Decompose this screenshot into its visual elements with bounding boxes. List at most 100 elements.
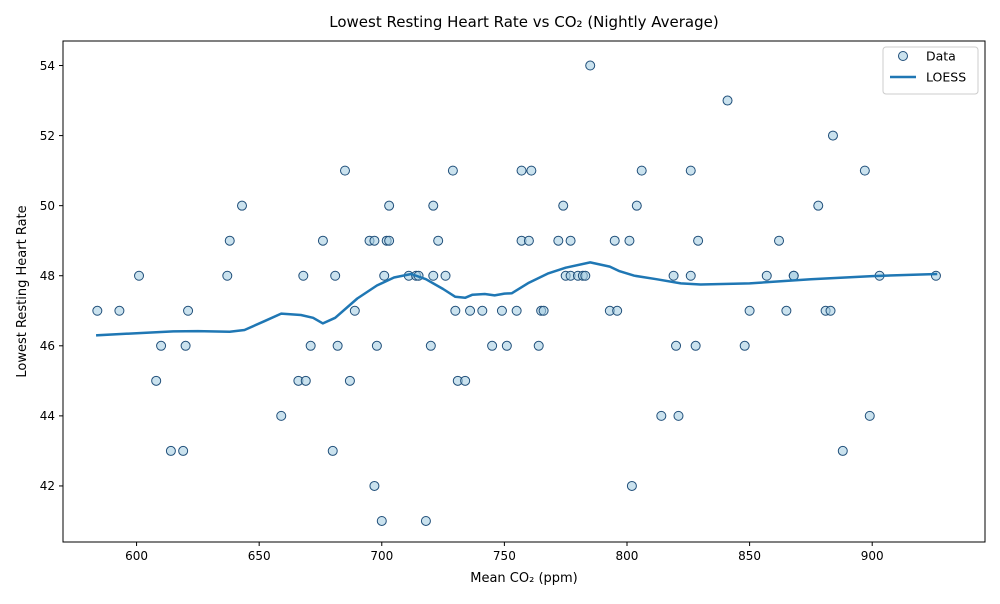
data-point: [420, 515, 431, 526]
data-point: [447, 165, 458, 176]
data-point: [612, 305, 623, 316]
data-point: [151, 375, 162, 386]
y-tick-label: 42: [40, 479, 55, 493]
y-axis: 42 44 46 48 50 52 54: [40, 59, 63, 493]
data-point: [788, 270, 799, 281]
legend-marker-data: [898, 51, 908, 61]
data-point: [330, 270, 341, 281]
data-point: [477, 305, 488, 316]
data-point: [349, 305, 360, 316]
y-axis-label: Lowest Resting Heart Rate: [15, 205, 30, 377]
data-point: [276, 410, 287, 421]
data-point: [744, 305, 755, 316]
data-point: [114, 305, 125, 316]
data-point: [837, 445, 848, 456]
data-point: [656, 410, 667, 421]
data-point: [460, 375, 471, 386]
data-point: [496, 305, 507, 316]
y-tick-label: 48: [40, 269, 55, 283]
legend: Data LOESS: [882, 46, 979, 95]
data-point: [722, 95, 733, 106]
data-point: [580, 270, 591, 281]
data-point: [224, 235, 235, 246]
data-point: [165, 445, 176, 456]
data-point: [671, 340, 682, 351]
data-point: [384, 200, 395, 211]
y-tick-label: 52: [40, 129, 55, 143]
data-point: [523, 235, 534, 246]
data-point: [379, 270, 390, 281]
data-point: [626, 480, 637, 491]
data-point: [183, 305, 194, 316]
data-point: [827, 130, 838, 141]
y-tick-label: 44: [40, 409, 55, 423]
data-point: [237, 200, 248, 211]
data-point: [761, 270, 772, 281]
data-point: [222, 270, 233, 281]
data-point: [511, 305, 522, 316]
chart-title: Lowest Resting Heart Rate vs CO₂ (Nightl…: [329, 13, 718, 31]
data-point: [930, 270, 941, 281]
data-point: [859, 165, 870, 176]
data-point: [440, 270, 451, 281]
data-point: [668, 270, 679, 281]
legend-label-data: Data: [926, 49, 956, 64]
y-tick-label: 50: [40, 199, 55, 213]
data-point: [538, 305, 549, 316]
data-point: [631, 200, 642, 211]
legend-label-loess: LOESS: [926, 70, 966, 85]
data-point: [501, 340, 512, 351]
data-point: [609, 235, 620, 246]
data-point: [300, 375, 311, 386]
data-point: [585, 60, 596, 71]
data-point: [553, 235, 564, 246]
data-point: [636, 165, 647, 176]
x-tick-label: 750: [493, 549, 516, 563]
data-point: [487, 340, 498, 351]
x-tick-label: 850: [738, 549, 761, 563]
data-point: [339, 165, 350, 176]
y-tick-label: 54: [40, 59, 55, 73]
data-point: [384, 235, 395, 246]
data-point: [526, 165, 537, 176]
x-axis: 600 650 700 750 800 850 900: [125, 542, 884, 563]
data-point: [92, 305, 103, 316]
x-tick-label: 900: [861, 549, 884, 563]
y-tick-label: 46: [40, 339, 55, 353]
data-point: [376, 515, 387, 526]
data-point: [180, 340, 191, 351]
data-point: [693, 235, 704, 246]
data-point: [685, 165, 696, 176]
data-point: [690, 340, 701, 351]
data-point: [178, 445, 189, 456]
data-point: [428, 270, 439, 281]
data-point: [344, 375, 355, 386]
data-point: [516, 165, 527, 176]
data-point: [156, 340, 167, 351]
data-point: [305, 340, 316, 351]
data-point: [864, 410, 875, 421]
data-point: [673, 410, 684, 421]
data-point: [781, 305, 792, 316]
loess-line: [95, 261, 938, 337]
data-point: [371, 340, 382, 351]
x-axis-label: Mean CO₂ (ppm): [470, 571, 578, 586]
data-point: [624, 235, 635, 246]
plot-area: [92, 60, 941, 526]
data-point: [428, 200, 439, 211]
data-point: [465, 305, 476, 316]
x-tick-label: 650: [248, 549, 271, 563]
data-point: [825, 305, 836, 316]
data-point: [558, 200, 569, 211]
data-point: [533, 340, 544, 351]
data-point: [433, 235, 444, 246]
data-point: [369, 480, 380, 491]
data-point: [774, 235, 785, 246]
data-point: [369, 235, 380, 246]
data-point: [327, 445, 338, 456]
data-point: [813, 200, 824, 211]
data-point: [298, 270, 309, 281]
x-tick-label: 800: [616, 549, 639, 563]
